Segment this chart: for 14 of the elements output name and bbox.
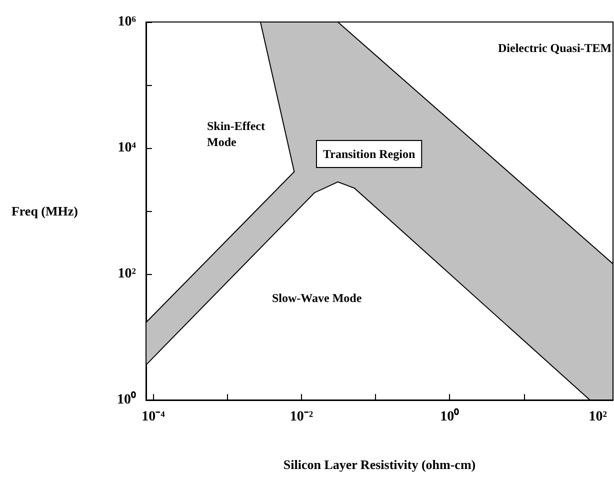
x-tick-label: 10⁰ — [440, 408, 460, 424]
x-axis-title: Silicon Layer Resistivity (ohm-cm) — [283, 457, 476, 472]
y-axis-title: Freq (MHz) — [11, 204, 78, 218]
x-tick-label: 10² — [588, 410, 607, 424]
annotation: Slow-Wave Mode — [272, 291, 362, 305]
x-tick-label: 10⁻² — [290, 410, 314, 424]
x-tick-label: 10⁻⁴ — [142, 410, 166, 424]
annotation: Skin-Effect Mode — [207, 119, 265, 149]
annotation: Dielectric Quasi-TEM — [498, 41, 612, 55]
y-tick-label: 10² — [118, 266, 136, 282]
y-tick-label: 10⁴ — [118, 140, 137, 156]
annotation: Transition Region — [323, 147, 416, 161]
y-tick-label: 10⁶ — [118, 14, 136, 30]
y-tick-label: 10⁰ — [117, 390, 136, 408]
